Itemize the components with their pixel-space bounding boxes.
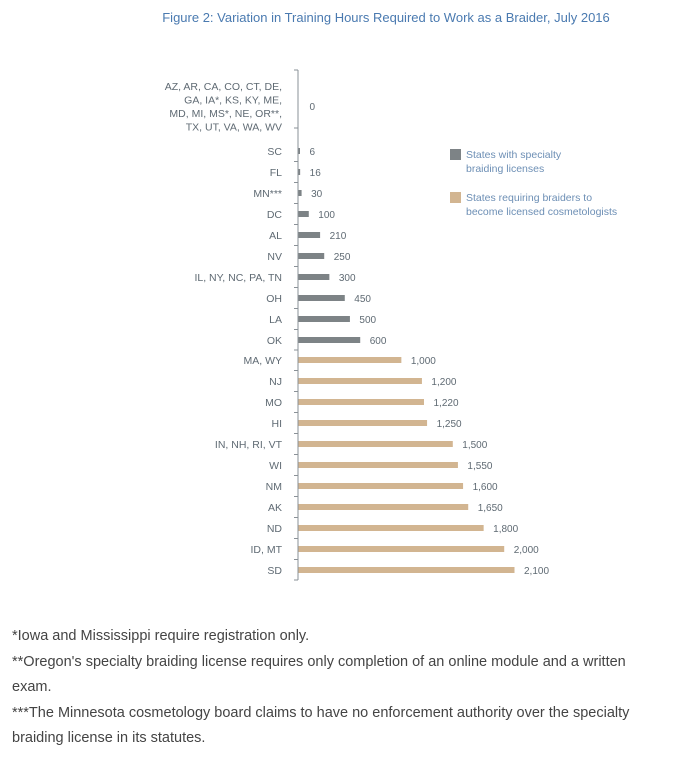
category-label: MO	[265, 397, 282, 409]
category-label: NM	[266, 481, 282, 493]
category-label: ND	[267, 523, 283, 535]
value-label: 6	[310, 147, 316, 158]
category-label: OH	[266, 293, 282, 305]
value-label: 1,500	[462, 440, 487, 451]
category-label: WI	[269, 460, 282, 472]
braiding-hours-chart: Figure 2: Variation in Training Hours Re…	[162, 10, 617, 581]
bar	[298, 378, 422, 384]
bar	[298, 399, 424, 405]
value-label: 1,200	[431, 377, 456, 388]
legend-swatch-cosmetology	[450, 192, 461, 203]
value-label: 1,650	[478, 503, 503, 514]
value-label: 2,000	[514, 545, 539, 556]
bar	[298, 546, 505, 552]
category-label: SC	[267, 146, 282, 158]
legend-swatch-specialty	[450, 149, 461, 160]
category-label: MA, WY	[244, 355, 283, 367]
category-label: IL, NY, NC, PA, TN	[194, 272, 282, 284]
bar	[298, 504, 469, 510]
bar	[298, 148, 300, 154]
category-label: HI	[272, 418, 283, 430]
value-label: 1,220	[433, 398, 458, 409]
value-label: 16	[310, 168, 322, 179]
bar	[298, 420, 428, 426]
category-label: IN, NH, RI, VT	[215, 439, 283, 451]
category-label: AZ, AR, CA, CO, CT, DE, GA, IA*, KS, KY, …	[165, 81, 282, 134]
bar	[298, 462, 458, 468]
bar	[298, 253, 325, 259]
bar	[298, 211, 309, 217]
category-label: AK	[268, 502, 282, 514]
category-label: DC	[267, 209, 283, 221]
legend-label-cosmetology: States requiring braiders to become licen…	[466, 192, 617, 218]
value-label: 250	[334, 252, 351, 263]
footnote-oregon: **Oregon's specialty braiding license re…	[12, 653, 626, 696]
chart-title: Figure 2: Variation in Training Hours Re…	[162, 10, 610, 25]
bar	[298, 190, 302, 196]
category-label: FL	[270, 167, 282, 179]
bars-group: AZ, AR, CA, CO, CT, DE, GA, IA*, KS, KY, …	[165, 81, 550, 577]
category-label: LA	[269, 314, 282, 326]
bar	[298, 295, 345, 301]
category-label: MN***	[253, 188, 282, 200]
bar	[298, 337, 361, 343]
value-label: 450	[354, 294, 371, 305]
category-label: ID, MT	[251, 544, 283, 556]
value-label: 1,000	[411, 356, 436, 367]
bar	[298, 525, 484, 531]
bar	[298, 567, 515, 573]
category-label: NV	[267, 251, 282, 263]
value-label: 1,600	[473, 482, 498, 493]
bar	[298, 274, 330, 280]
category-label: NJ	[269, 376, 282, 388]
category-label: OK	[267, 335, 282, 347]
value-label: 210	[330, 231, 347, 242]
value-label: 0	[310, 102, 316, 113]
value-label: 1,550	[467, 461, 492, 472]
axis-group	[294, 69, 299, 581]
footnote-minnesota: ***The Minnesota cosmetology board claim…	[12, 704, 630, 747]
value-label: 600	[370, 336, 387, 347]
value-label: 300	[339, 273, 356, 284]
bar	[298, 441, 453, 447]
bar	[298, 316, 350, 322]
value-label: 100	[318, 210, 335, 221]
category-label: SD	[267, 565, 282, 577]
category-label: AL	[269, 230, 282, 242]
legend: States with specialty braiding licenses St…	[450, 149, 617, 218]
legend-label-specialty: States with specialty braiding licenses	[466, 149, 562, 175]
bar	[298, 232, 321, 238]
value-label: 1,800	[493, 524, 518, 535]
bar	[298, 169, 301, 175]
value-label: 2,100	[524, 566, 549, 577]
footnote-iowa-mississippi: *Iowa and Mississippi require registrati…	[12, 628, 310, 644]
value-label: 1,250	[437, 419, 462, 430]
bar	[298, 357, 402, 363]
value-label: 500	[359, 315, 376, 326]
value-label: 30	[311, 189, 323, 200]
bar	[298, 483, 464, 489]
footnotes: *Iowa and Mississippi require registrati…	[12, 624, 652, 752]
